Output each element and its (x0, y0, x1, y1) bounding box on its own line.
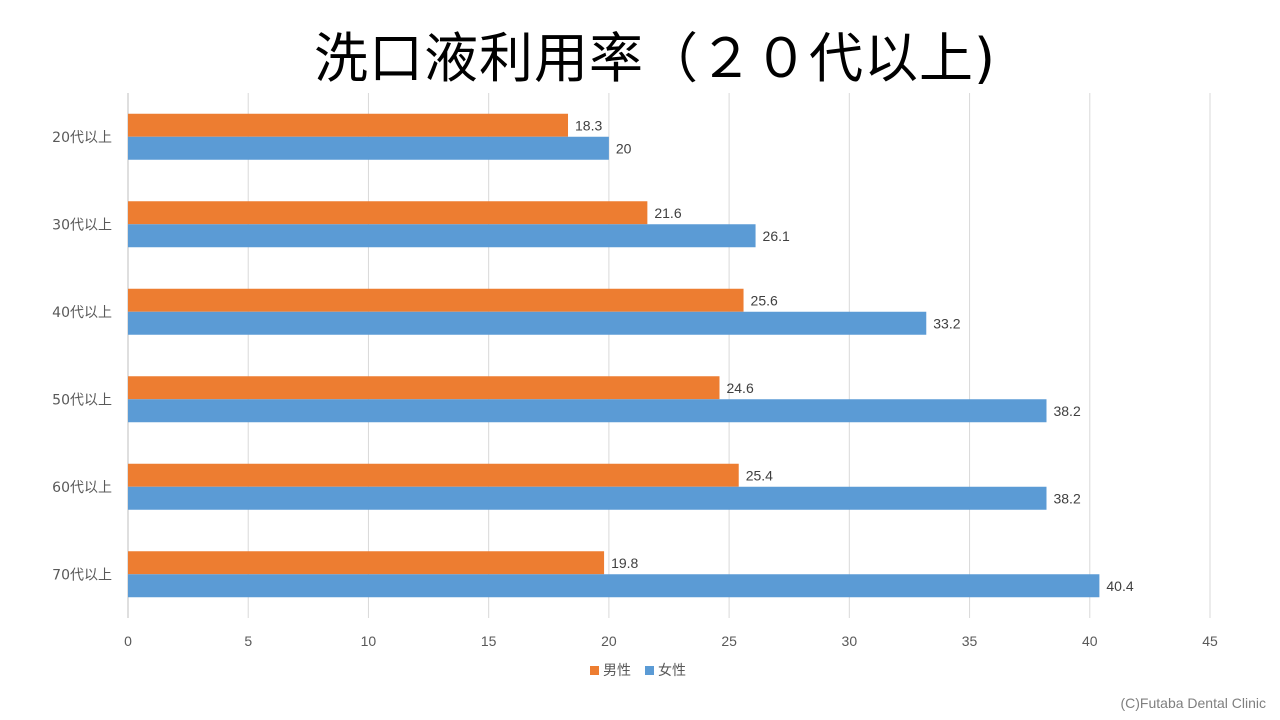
data-label: 33.2 (933, 315, 960, 331)
data-label: 21.6 (654, 205, 681, 221)
bar-female (128, 136, 609, 160)
x-tick-label: 25 (721, 633, 737, 649)
data-label: 19.8 (611, 555, 638, 571)
bar-male (128, 201, 648, 225)
category-label: 50代以上 (52, 392, 112, 408)
x-tick-label: 45 (1202, 633, 1218, 649)
category-label: 40代以上 (52, 305, 112, 321)
x-tick-label: 0 (124, 633, 132, 649)
bar-female (128, 224, 756, 248)
bar-male (128, 551, 605, 575)
x-tick-label: 5 (244, 633, 252, 649)
bar-male (128, 113, 569, 137)
data-label: 20 (616, 140, 632, 156)
bar-female (128, 574, 1100, 598)
bar-female (128, 486, 1047, 510)
legend-swatch-female (645, 665, 654, 675)
data-label: 40.4 (1106, 578, 1133, 594)
x-tick-label: 10 (361, 633, 377, 649)
copyright-credit: (C)Futaba Dental Clinic (1120, 695, 1267, 711)
data-label: 25.6 (751, 292, 778, 308)
bar-female (128, 399, 1047, 423)
category-label: 20代以上 (52, 130, 112, 146)
legend-swatch-male (590, 665, 599, 675)
chart-title: 洗口液利用率（２０代以上) (313, 27, 997, 90)
data-label: 25.4 (746, 467, 773, 483)
x-tick-label: 20 (601, 633, 617, 649)
data-label: 18.3 (575, 117, 602, 133)
category-label: 70代以上 (52, 567, 112, 583)
bar-female (128, 311, 927, 335)
chart-legend: 男性 女性 (0, 660, 1276, 680)
category-label: 30代以上 (52, 217, 112, 233)
x-tick-label: 15 (481, 633, 497, 649)
bar-male (128, 463, 739, 487)
legend-item-male: 男性 (590, 660, 631, 680)
data-label: 38.2 (1053, 403, 1080, 419)
x-tick-label: 30 (842, 633, 858, 649)
data-label: 26.1 (763, 228, 790, 244)
legend-label-female: 女性 (658, 663, 686, 679)
bar-male (128, 376, 720, 400)
bar-male (128, 288, 744, 312)
data-label: 24.6 (726, 380, 753, 396)
legend-label-male: 男性 (603, 663, 631, 679)
data-label: 38.2 (1053, 490, 1080, 506)
legend-item-female: 女性 (645, 660, 686, 680)
x-tick-label: 40 (1082, 633, 1098, 649)
x-tick-label: 35 (962, 633, 978, 649)
category-label: 60代以上 (52, 480, 112, 496)
